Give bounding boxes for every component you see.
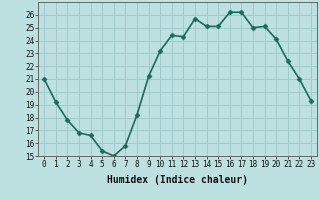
X-axis label: Humidex (Indice chaleur): Humidex (Indice chaleur) <box>107 175 248 185</box>
